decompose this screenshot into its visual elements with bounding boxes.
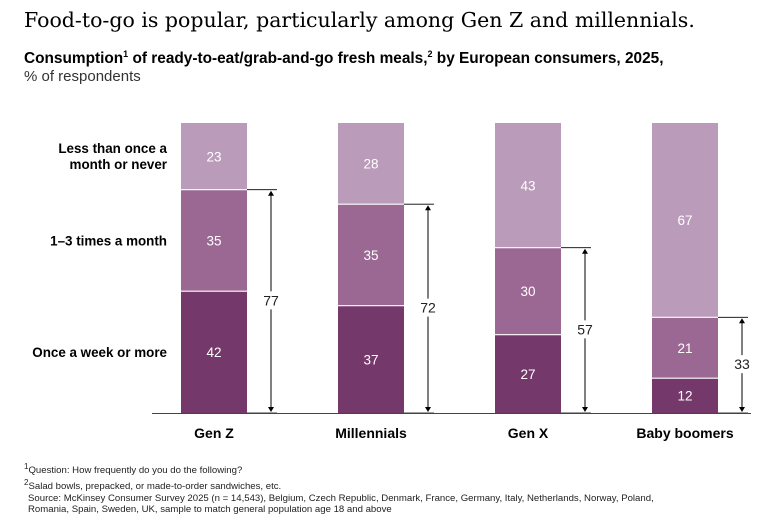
chart-unit: % of respondents <box>24 68 141 85</box>
bar-gen-z-less-than-once-a-month-or-never <box>181 123 247 190</box>
total-label-baby-boomers: 33 <box>734 356 750 372</box>
footnotes: 1Question: How frequently do you do the … <box>24 461 774 516</box>
x-tick-labels: Gen Z Millennials Gen X Baby boomers <box>194 425 734 441</box>
bracket-arrow-down-millennials <box>425 407 431 412</box>
total-label-gen-z: 77 <box>263 292 279 308</box>
bracket-arrow-up-millennials <box>425 205 431 211</box>
bracket-label-bg-gen-x <box>574 320 596 339</box>
data-label-gen-x-less-than-once-a-month-or-never: 43 <box>520 178 535 193</box>
bracket-label-bg-millennials <box>417 298 439 317</box>
subtitle-text-2: of ready-to-eat/grab-and-go fresh meals, <box>128 50 428 68</box>
data-label-millennials-less-than-once-a-month-or-never: 28 <box>363 157 378 172</box>
x-tick-baby-boomers: Baby boomers <box>636 425 733 441</box>
chart-subtitle: Consumption1 of ready-to-eat/grab-and-go… <box>24 49 774 68</box>
data-label-baby-boomers-1-3-times-a-month: 21 <box>677 341 692 356</box>
total-brackets-group: 77 72 57 33 <box>247 189 753 414</box>
data-label-millennials-once-a-week-or-more: 37 <box>363 352 378 367</box>
bracket-arrow-down-baby-boomers <box>739 407 745 412</box>
footnote-source: Source: McKinsey Consumer Survey 2025 (n… <box>28 492 654 504</box>
legend-once-a-week-or-more: Once a week or more <box>32 345 167 360</box>
bracket-arrow-up-gen-z <box>268 190 274 196</box>
x-tick-gen-z: Gen Z <box>194 425 234 441</box>
data-label-baby-boomers-once-a-week-or-more: 12 <box>677 389 692 404</box>
data-label-gen-z-less-than-once-a-month-or-never: 23 <box>206 149 221 164</box>
bracket-label-bg-baby-boomers <box>731 355 753 374</box>
subtitle-text-3: by European consumers, 2025, <box>432 50 664 68</box>
total-label-millennials: 72 <box>420 300 436 316</box>
data-label-gen-z-once-a-week-or-more: 42 <box>206 345 221 360</box>
bar-millennials-less-than-once-a-month-or-never <box>338 123 404 205</box>
bar-gen-z-once-a-week-or-more <box>181 291 247 413</box>
bracket-arrow-down-gen-z <box>268 407 274 412</box>
bar-gen-z-1-3-times-a-month <box>181 189 247 292</box>
bracket-arrow-up-gen-x <box>582 248 588 254</box>
data-label-millennials-1-3-times-a-month: 35 <box>363 248 378 263</box>
bar-baby-boomers-1-3-times-a-month <box>652 317 718 379</box>
bar-labels-group: 42 35 23 37 35 28 27 30 43 12 21 67 <box>206 149 692 403</box>
footnote-1: 1Question: How frequently do you do the … <box>24 462 243 477</box>
legend-less-than-once-a-month-or-never: Less than once a month or never <box>58 141 167 172</box>
bars-group <box>181 123 718 413</box>
bar-gen-x-once-a-week-or-more <box>495 334 561 413</box>
total-label-gen-x: 57 <box>577 321 593 337</box>
subtitle-text: Consumption <box>24 50 124 68</box>
bracket-arrow-up-baby-boomers <box>739 318 745 324</box>
footnote-mark-2: 2 <box>427 49 433 59</box>
data-label-gen-x-1-3-times-a-month: 30 <box>520 284 535 299</box>
legend-group: Once a week or more 1–3 times a month Less… <box>32 141 168 360</box>
bracket-label-bg-gen-z <box>260 291 282 310</box>
bar-millennials-1-3-times-a-month <box>338 204 404 306</box>
x-tick-gen-x: Gen X <box>508 425 549 441</box>
bar-baby-boomers-once-a-week-or-more <box>652 378 718 413</box>
x-tick-millennials: Millennials <box>335 425 407 441</box>
footnote-source-cont: Romania, Spain, Sweden, UK, sample to ma… <box>28 504 392 516</box>
data-label-gen-x-once-a-week-or-more: 27 <box>520 367 535 382</box>
data-label-gen-z-1-3-times-a-month: 35 <box>206 233 221 248</box>
bar-gen-x-1-3-times-a-month <box>495 247 561 335</box>
data-label-baby-boomers-less-than-once-a-month-or-never: 67 <box>677 213 692 228</box>
bar-millennials-once-a-week-or-more <box>338 305 404 413</box>
chart-title: Food-to-go is popular, particularly amon… <box>24 8 695 32</box>
footnote-2: 2Salad bowls, prepacked, or made-to-orde… <box>24 477 282 492</box>
footnote-mark-1: 1 <box>123 49 129 59</box>
legend-1-3-times-a-month: 1–3 times a month <box>50 233 167 248</box>
stacked-bar-chart: 42 35 23 37 35 28 27 30 43 12 21 67 77 72 57 33 Once a… <box>32 123 753 441</box>
bracket-arrow-down-gen-x <box>582 407 588 412</box>
bar-baby-boomers-less-than-once-a-month-or-never <box>652 123 718 318</box>
bar-gen-x-less-than-once-a-month-or-never <box>495 123 561 248</box>
